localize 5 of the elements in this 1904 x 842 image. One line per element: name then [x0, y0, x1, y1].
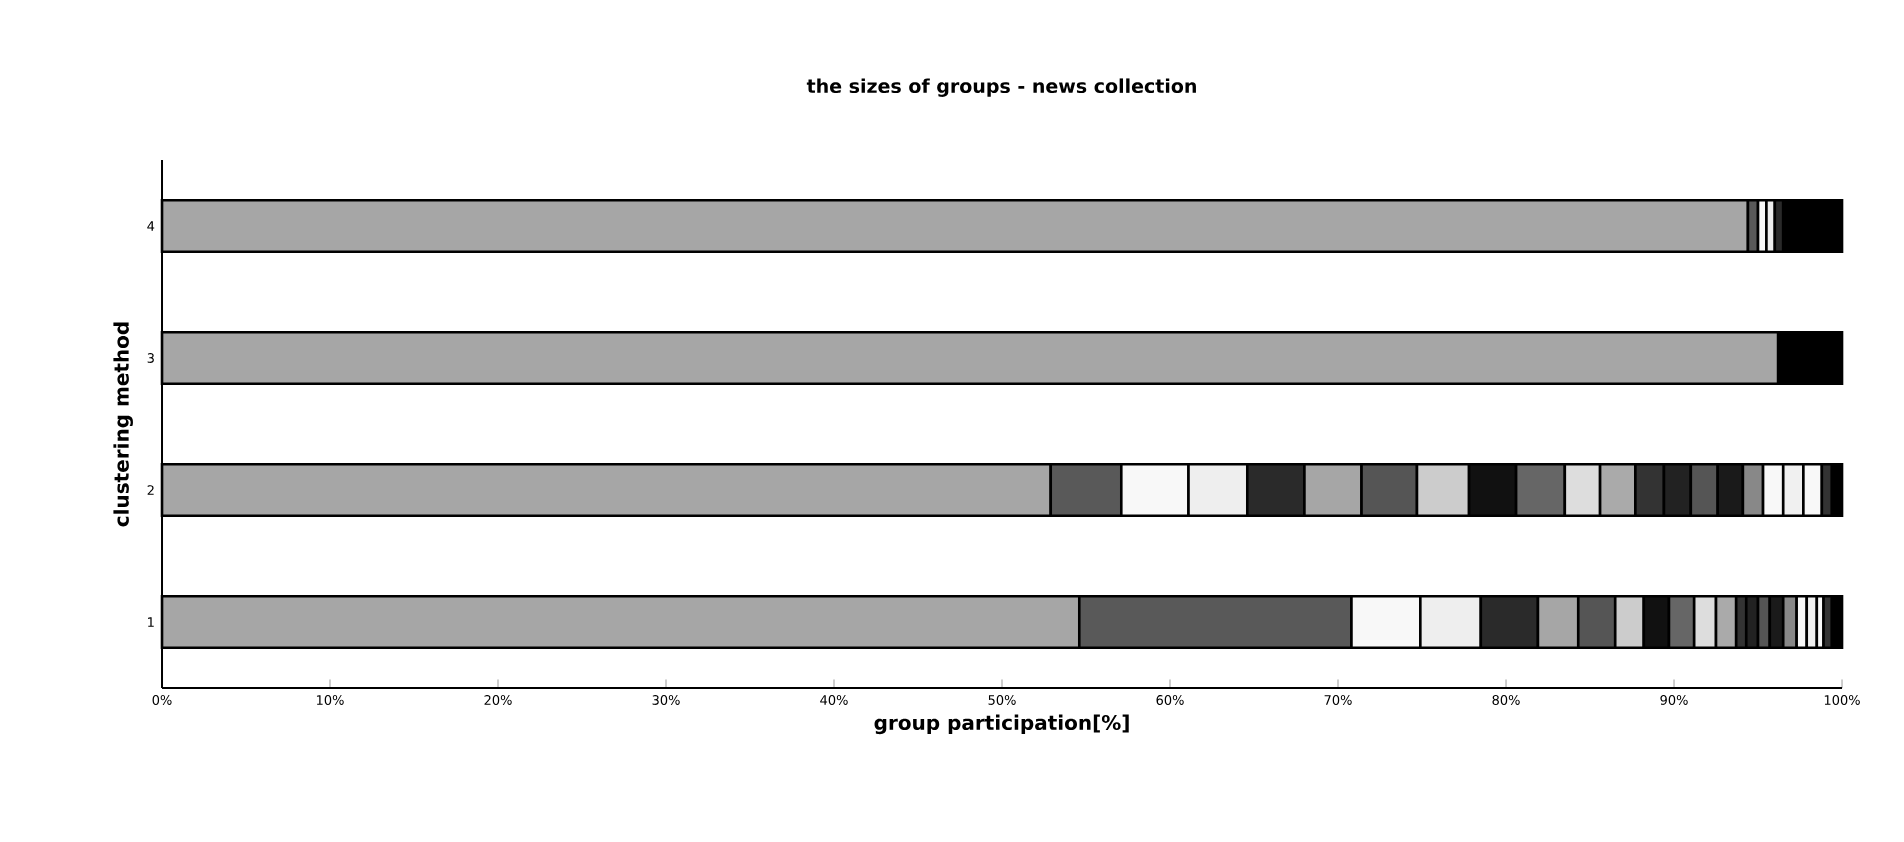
y-axis-title: clustering method — [113, 322, 133, 527]
x-axis-title: group participation[%] — [874, 714, 1129, 735]
chart-title: the sizes of groups - news collection — [806, 78, 1196, 97]
bar — [1830, 594, 1844, 650]
bar — [1781, 198, 1844, 254]
